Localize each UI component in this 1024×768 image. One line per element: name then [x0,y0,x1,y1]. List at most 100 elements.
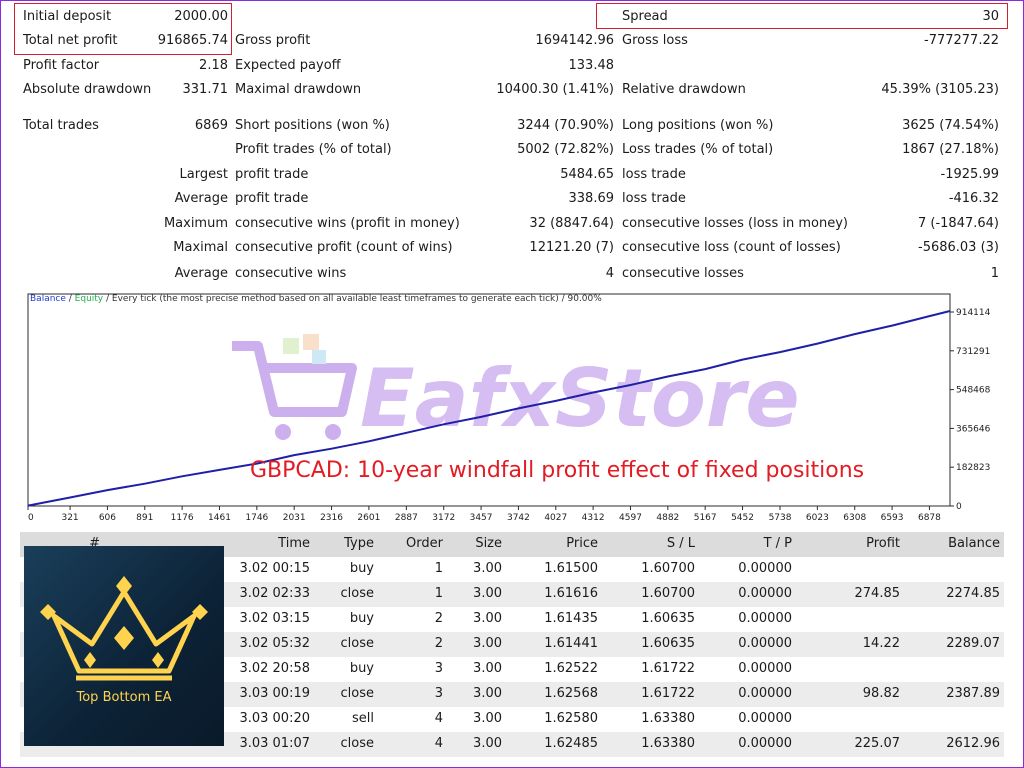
initial-deposit-value: 2000.00 [174,9,228,24]
cell-size: 3.00 [473,736,502,751]
x-tick-label: 6308 [843,513,866,523]
largest-profit-value: 5484.65 [560,167,614,182]
profit-trades-value: 5002 (72.82%) [517,142,614,157]
x-tick-label: 5452 [731,513,754,523]
maximum-label: Maximum [163,216,228,231]
cell-price: 1.61435 [544,611,598,626]
cell-order: 2 [434,636,443,651]
cell-tp: 0.00000 [738,636,792,651]
column-header-order[interactable]: Order [406,536,443,551]
cell-size: 3.00 [473,711,502,726]
cell-price: 1.62522 [544,661,598,676]
maximum-consecutive-wins-label: consecutive wins (profit in money) [235,216,460,231]
average-consecutive-losses-value: 1 [990,266,999,281]
x-tick-label: 0 [28,513,34,523]
column-header-balance[interactable]: Balance [948,536,1000,551]
expected-payoff-label: Expected payoff [235,58,341,73]
cell-time: 3.02 03:15 [239,611,310,626]
profit-trades-label: Profit trades (% of total) [235,142,392,157]
gross-profit-value: 1694142.96 [535,33,614,48]
column-header-index[interactable]: # [89,536,100,551]
average-profit-label: profit trade [235,191,309,206]
x-tick-label: 3457 [470,513,493,523]
cell-sl: 1.60635 [641,636,695,651]
average-consecutive-wins-value: 4 [605,266,614,281]
x-tick-label: 4882 [656,513,679,523]
column-header-tp[interactable]: T / P [763,536,792,551]
table-row[interactable]: 3.02 20:58 buy 3 3.00 1.62522 1.61722 0.00000 [20,657,1004,682]
x-tick-label: 6593 [881,513,904,523]
x-tick-label: 2887 [395,513,418,523]
average-consecutive-wins-label: consecutive wins [235,266,347,281]
cell-time: 3.03 00:19 [239,686,310,701]
expected-payoff-value: 133.48 [568,58,615,73]
cell-tp: 0.00000 [738,661,792,676]
cell-price: 1.61441 [544,636,598,651]
column-header-type[interactable]: Type [344,536,374,551]
maximum-consecutive-wins-value: 32 (8847.64) [529,216,614,231]
plot-frame [27,293,951,507]
chart-overlay-text: GBPCAD: 10-year windfall profit effect o… [250,458,865,483]
maximal-drawdown-label: Maximal drawdown [235,82,362,97]
average-label: Average [174,191,228,206]
cell-price: 1.62580 [544,711,598,726]
maximal-consecutive-profit-value: 12121.20 (7) [529,240,614,255]
cell-balance: 2387.89 [946,686,1000,701]
spread-value: 30 [982,9,999,24]
y-tick-label: 548468 [956,386,991,396]
cell-profit: 98.82 [862,686,900,701]
column-header-price[interactable]: Price [566,536,598,551]
column-header-profit[interactable]: Profit [866,536,900,551]
cell-profit: 274.85 [854,586,901,601]
cell-time: 3.03 00:20 [239,711,310,726]
table-row[interactable]: 3.03 00:20 sell 4 3.00 1.62580 1.63380 0.00000 [20,707,1004,732]
balance-chart-svg: EafxStore 0 182823 365646 548468 731291 91411… [27,293,991,523]
x-tick-label: 5167 [694,513,717,523]
maximal-label: Maximal [173,240,228,255]
x-tick-label: 2601 [357,513,380,523]
x-tick-label: 6023 [806,513,829,523]
cell-price: 1.61500 [544,561,598,576]
cell-order: 3 [434,686,443,701]
short-positions-value: 3244 (70.90%) [517,118,614,133]
cell-order: 3 [434,661,443,676]
y-tick-label: 731291 [956,347,990,357]
x-tick-label: 3742 [507,513,530,523]
caption-equity: Equity [74,294,104,304]
cell-tp: 0.00000 [738,561,792,576]
average-loss-label: loss trade [622,191,686,206]
cell-sl: 1.63380 [641,736,695,751]
column-header-size[interactable]: Size [475,536,502,551]
y-tick-label: 0 [956,502,962,512]
cell-time: 3.02 00:15 [239,561,310,576]
table-row[interactable]: 3.02 03:15 buy 2 3.00 1.61435 1.60635 0.00000 [20,607,1004,632]
absolute-drawdown-label: Absolute drawdown [23,82,152,97]
profit-factor-label: Profit factor [23,58,100,73]
long-positions-label: Long positions (won %) [622,118,774,133]
cell-type: buy [349,611,374,626]
average-loss-value: -416.32 [948,191,999,206]
shopping-cart-icon [232,334,357,440]
gross-loss-label: Gross loss [622,33,688,48]
cell-size: 3.00 [473,561,502,576]
column-header-sl[interactable]: S / L [666,536,695,551]
total-trades-label: Total trades [23,118,99,133]
cell-size: 3.00 [473,611,502,626]
cell-tp: 0.00000 [738,686,792,701]
column-header-time[interactable]: Time [278,536,310,551]
cell-order: 1 [434,586,443,601]
cell-price: 1.62568 [544,686,598,701]
table-row[interactable]: 3.02 00:15 buy 1 3.00 1.61500 1.60700 0.00000 [20,557,1004,582]
x-tick-label: 1176 [171,513,194,523]
cell-type: close [340,736,374,751]
cell-size: 3.00 [473,661,502,676]
cell-sl: 1.63380 [641,711,695,726]
short-positions-label: Short positions (won %) [235,118,390,133]
cell-size: 3.00 [473,686,502,701]
long-positions-value: 3625 (74.54%) [902,118,999,133]
x-tick-label: 606 [99,513,116,523]
cell-balance: 2274.85 [946,586,1000,601]
balance-series-line [27,310,951,507]
relative-drawdown-value: 45.39% (3105.23) [881,82,999,97]
loss-trades-label: Loss trades (% of total) [622,142,774,157]
